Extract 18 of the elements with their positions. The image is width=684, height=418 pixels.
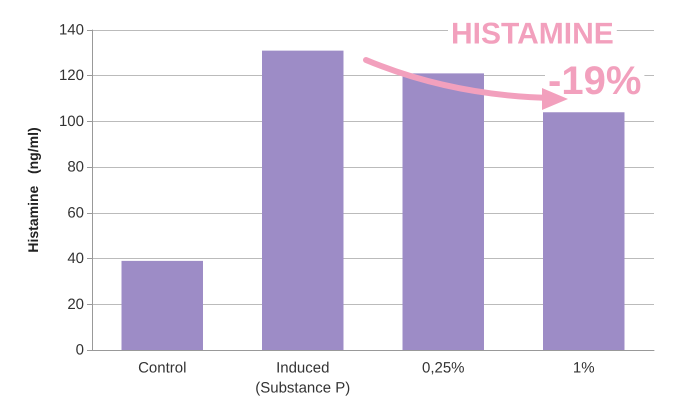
y-tick-label: 120 [58,67,84,84]
x-tick-label: 0,25% [422,360,465,376]
x-tick-label: 1% [572,360,595,376]
bar [122,260,203,350]
annotation: HISTAMINE [451,18,614,50]
y-tick-label: 140 [58,22,84,38]
y-tick-label: 60 [67,204,84,222]
x-tick-label: Induced (Substance P) [255,360,350,396]
y-axis-title: Histamine (ng/ml) [25,127,41,253]
y-tick-label: 40 [67,250,84,268]
y-tick-label: 80 [67,158,84,176]
y-tick-label: 100 [58,112,84,130]
bar [262,50,344,350]
y-tick-label: 20 [67,296,84,313]
y-tick-label: 0 [76,342,84,358]
x-tick-label: Control [138,360,186,376]
annotation: -19% [548,59,642,103]
bar [543,112,624,350]
